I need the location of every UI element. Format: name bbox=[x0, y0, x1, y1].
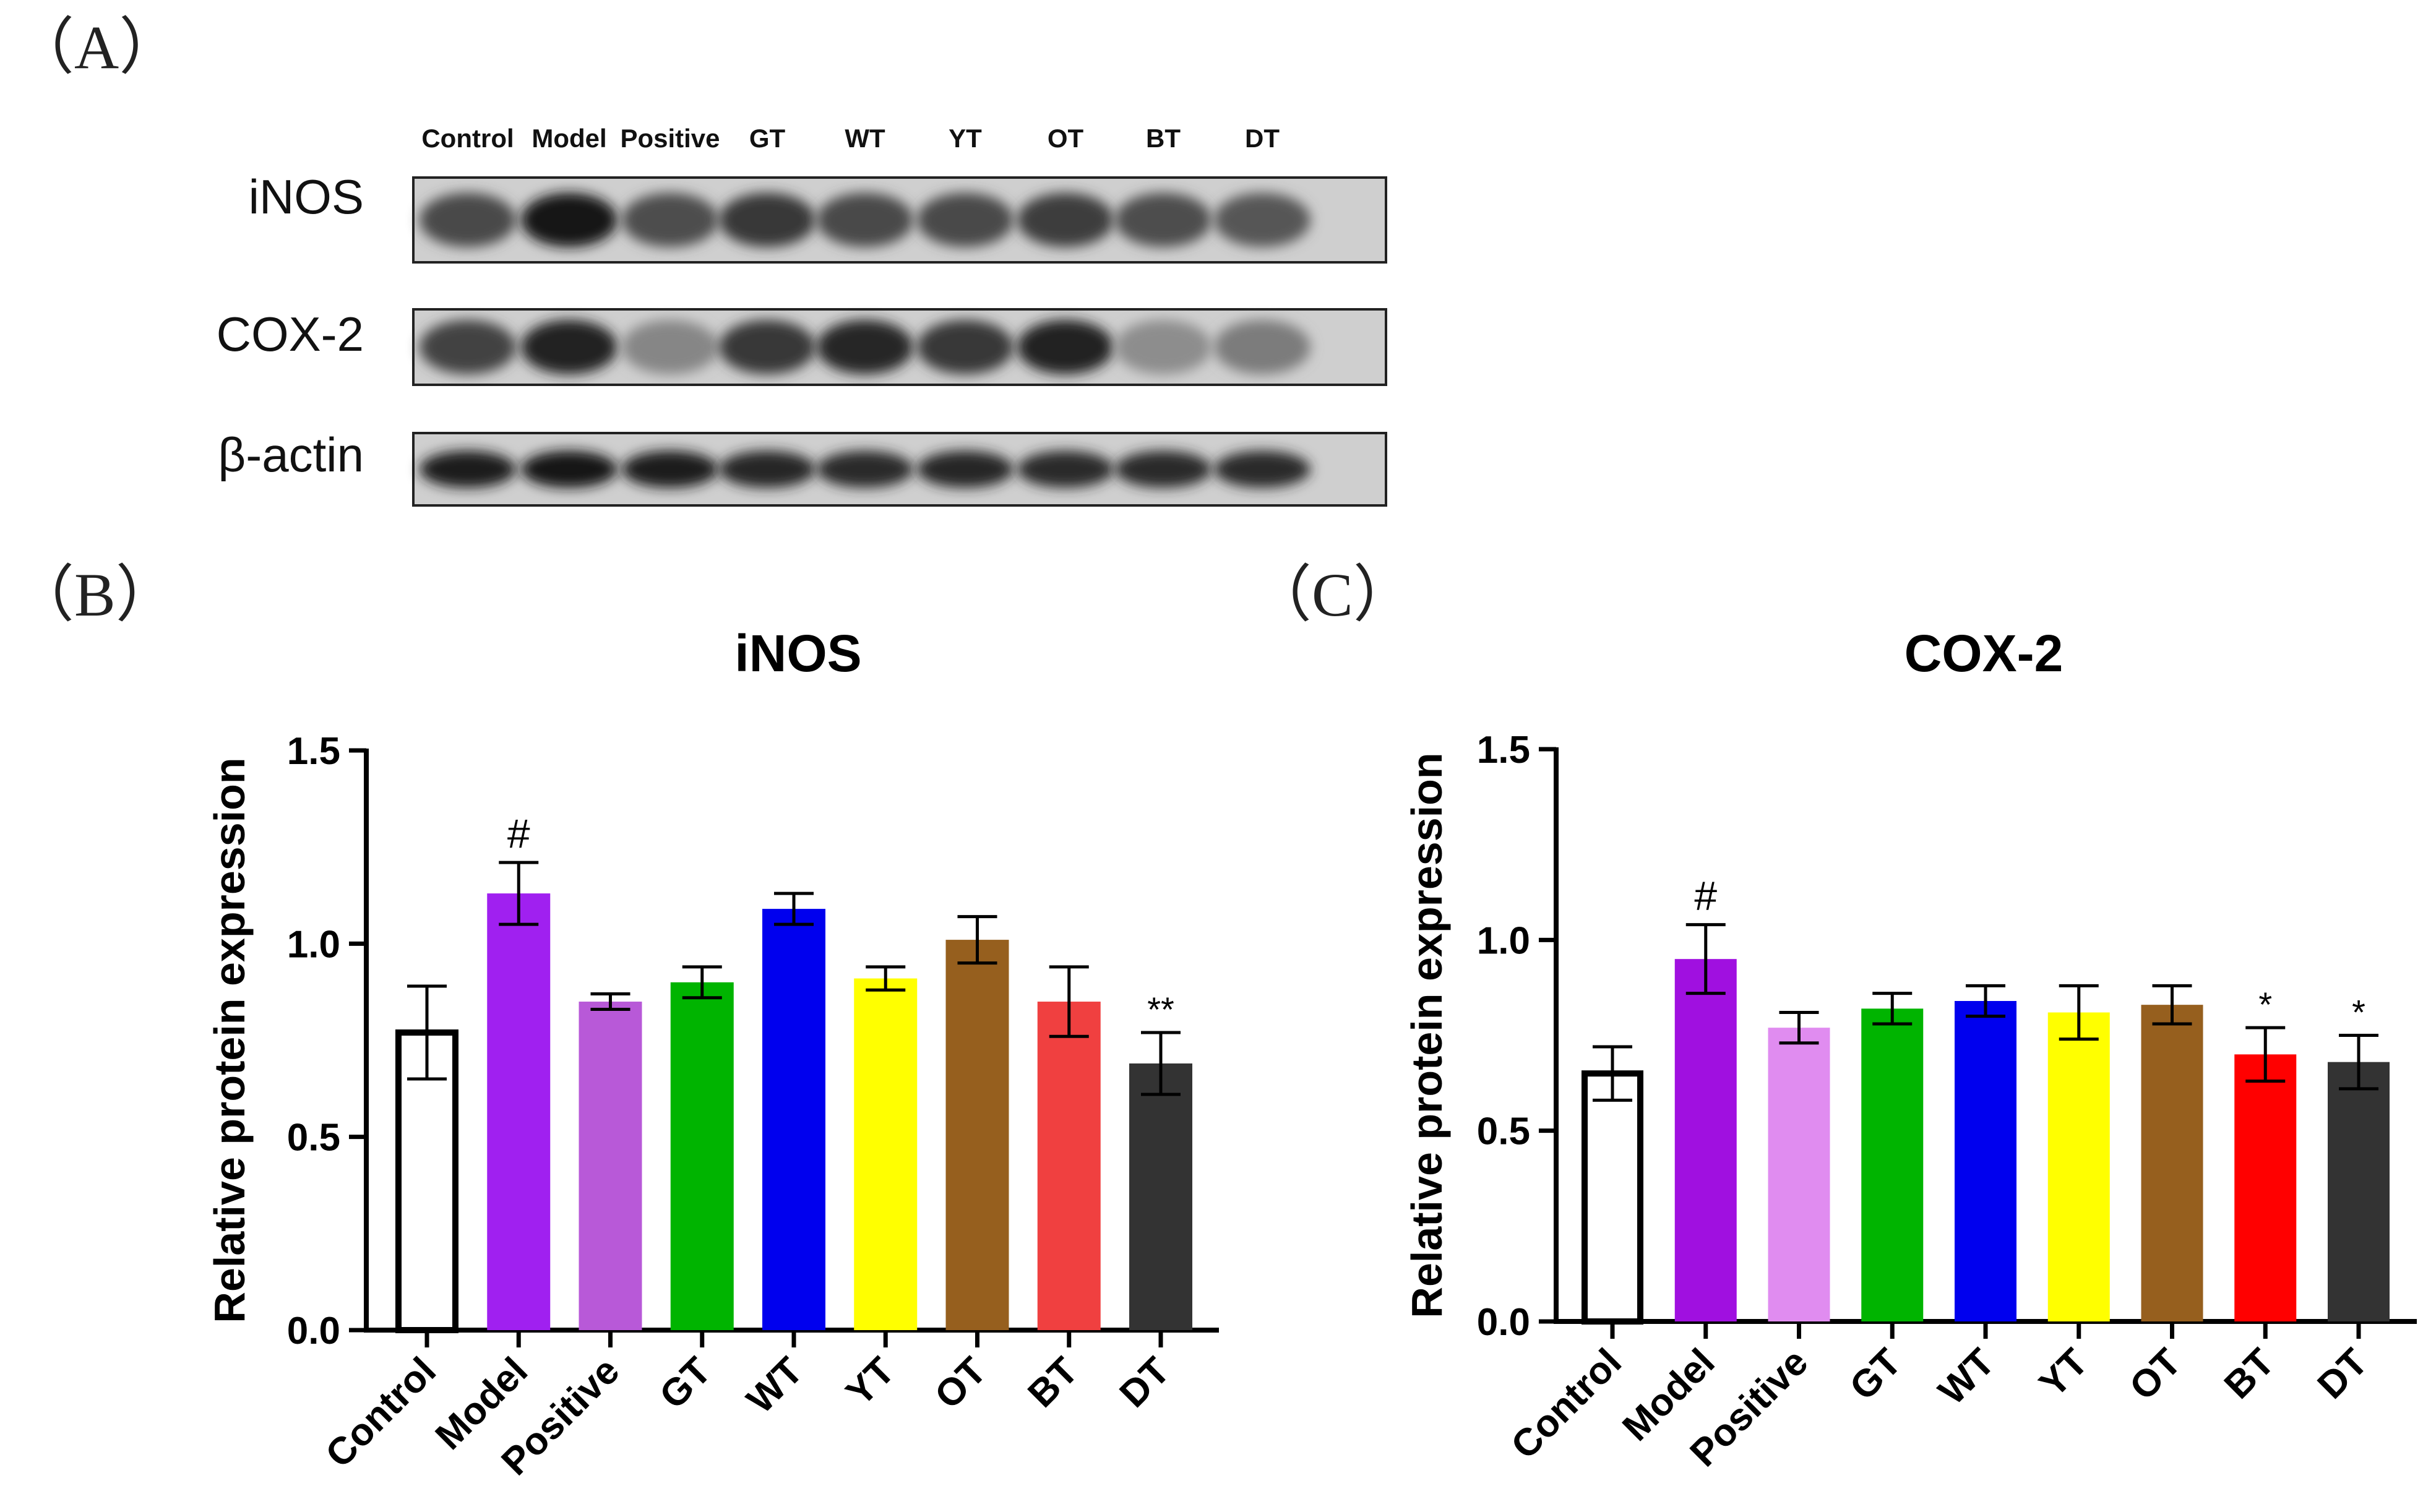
chart-title: COX-2 bbox=[1904, 624, 2064, 682]
blot-band bbox=[917, 450, 1014, 488]
bar-bt bbox=[1037, 1002, 1101, 1330]
bar-dt bbox=[1129, 1063, 1192, 1330]
inos-bar-chart: iNOS Relative protein expression 0.0 0.5 1.0… bbox=[205, 624, 1219, 1484]
blot-row-label: β-actin bbox=[218, 427, 364, 482]
y-tick-label: 1.5 bbox=[1477, 729, 1530, 771]
cox2-bar-chart: COX-2 Relative protein expression 0.0 0.5 1.… bbox=[1403, 624, 2417, 1475]
x-tick-label: Control bbox=[317, 1349, 444, 1476]
y-tick-label: 0.5 bbox=[287, 1117, 340, 1159]
blot-band bbox=[719, 192, 816, 247]
bar-positive bbox=[1768, 1028, 1830, 1321]
bar-ot bbox=[2141, 1005, 2203, 1321]
x-tick-label: YT bbox=[838, 1349, 903, 1414]
blot-band bbox=[1115, 192, 1212, 247]
x-tick-label: GT bbox=[652, 1349, 720, 1417]
significance-mark: # bbox=[507, 810, 530, 856]
significance-mark: # bbox=[1694, 873, 1717, 919]
bar-positive bbox=[579, 1002, 642, 1330]
western-blot: Control Model Positive GT WT YT OT BT DT iNOS COX-… bbox=[217, 124, 1387, 507]
blot-band bbox=[1115, 320, 1212, 374]
bar-wt bbox=[762, 909, 825, 1330]
bar-model bbox=[487, 893, 551, 1330]
blot-lane-label: DT bbox=[1245, 124, 1280, 153]
blot-row-label: iNOS bbox=[249, 170, 364, 224]
x-tick-label: BT bbox=[1020, 1349, 1086, 1415]
blot-lane-label: BT bbox=[1146, 124, 1181, 153]
blot-band bbox=[719, 320, 816, 374]
blot-band bbox=[521, 320, 618, 374]
bar-bt bbox=[2234, 1054, 2297, 1321]
x-tick-label: BT bbox=[2216, 1341, 2283, 1407]
blot-band bbox=[622, 450, 718, 488]
bar-control bbox=[1582, 1070, 1643, 1325]
blot-band bbox=[521, 450, 618, 488]
blot-lane-label: Model bbox=[532, 124, 606, 153]
x-tick-label: Control bbox=[1503, 1341, 1630, 1467]
blot-band bbox=[917, 320, 1014, 374]
bar-dt bbox=[2328, 1062, 2390, 1321]
y-tick-label: 1.5 bbox=[287, 730, 340, 773]
y-axis-label: Relative protein expression bbox=[205, 757, 254, 1323]
blot-band bbox=[420, 320, 516, 374]
blot-band bbox=[1214, 450, 1310, 488]
blot-row-label: COX-2 bbox=[217, 307, 364, 361]
panel-label-b: （B） bbox=[12, 561, 178, 629]
x-tick-label: DT bbox=[1112, 1349, 1178, 1415]
blot-lane-label: Control bbox=[421, 124, 514, 153]
x-tick-label: YT bbox=[2031, 1341, 2096, 1406]
blot-band bbox=[817, 320, 913, 374]
panel-label-c: （C） bbox=[1250, 561, 1415, 629]
blot-band bbox=[622, 192, 718, 247]
y-tick-label: 0.0 bbox=[1477, 1301, 1530, 1344]
blot-band bbox=[1017, 450, 1114, 488]
blot-band bbox=[420, 192, 516, 247]
chart-title: iNOS bbox=[734, 624, 861, 682]
bar-yt bbox=[2047, 1012, 2110, 1321]
panel-label-a: （A） bbox=[12, 13, 181, 82]
blot-lane-label: WT bbox=[845, 124, 885, 153]
x-tick-label: WT bbox=[1930, 1341, 2003, 1413]
blot-band bbox=[1017, 320, 1114, 374]
significance-mark: * bbox=[2258, 985, 2272, 1024]
bar-gt bbox=[670, 982, 734, 1330]
blot-band bbox=[622, 320, 718, 374]
blot-band bbox=[420, 450, 516, 488]
significance-mark: * bbox=[2352, 993, 2365, 1032]
blot-lane-label: OT bbox=[1048, 124, 1084, 153]
y-tick-label: 1.0 bbox=[1477, 919, 1530, 962]
y-tick-label: 0.5 bbox=[1477, 1110, 1530, 1153]
bar-gt bbox=[1861, 1008, 1924, 1321]
bar-yt bbox=[854, 978, 918, 1330]
blot-band bbox=[521, 192, 618, 247]
x-tick-label: OT bbox=[927, 1349, 995, 1417]
blot-band bbox=[817, 192, 913, 247]
y-tick-label: 0.0 bbox=[287, 1310, 340, 1352]
x-tick-label: DT bbox=[2310, 1341, 2376, 1407]
y-axis-label: Relative protein expression bbox=[1403, 752, 1451, 1318]
bar-model bbox=[1674, 959, 1737, 1321]
x-tick-label: WT bbox=[739, 1349, 811, 1422]
blot-band bbox=[719, 450, 816, 488]
blot-band bbox=[1214, 320, 1310, 374]
blot-band bbox=[1214, 192, 1310, 247]
y-tick-label: 1.0 bbox=[287, 923, 340, 966]
blot-lane-label: Positive bbox=[620, 124, 720, 153]
blot-lane-label: YT bbox=[949, 124, 982, 153]
blot-band bbox=[1115, 450, 1212, 488]
x-tick-label: OT bbox=[2122, 1341, 2190, 1409]
x-tick-label: GT bbox=[1841, 1341, 1909, 1409]
blot-band bbox=[817, 450, 913, 488]
bar-wt bbox=[1955, 1001, 2016, 1321]
significance-mark: ** bbox=[1147, 990, 1174, 1029]
bar-ot bbox=[945, 940, 1009, 1330]
blot-band bbox=[1017, 192, 1114, 247]
blot-band bbox=[917, 192, 1014, 247]
blot-lane-label: GT bbox=[749, 124, 786, 153]
